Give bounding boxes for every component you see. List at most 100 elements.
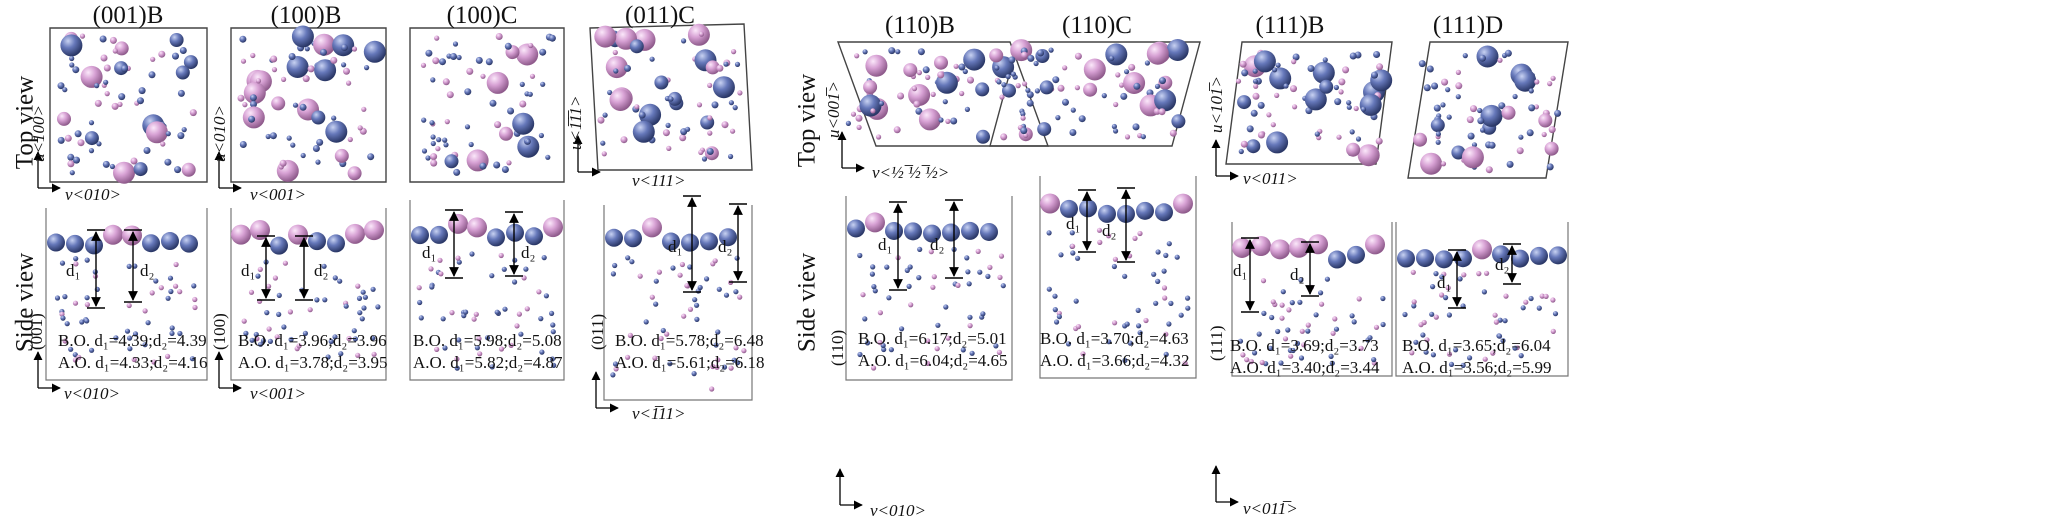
atom xyxy=(1552,311,1559,317)
atom xyxy=(1446,351,1453,357)
side-x-axis-label: v<010> xyxy=(64,384,120,403)
atom xyxy=(925,338,931,344)
atom xyxy=(707,130,713,136)
atom xyxy=(1235,78,1242,84)
atom xyxy=(1418,322,1424,328)
atom xyxy=(84,257,90,263)
atom xyxy=(1133,82,1141,90)
atom xyxy=(250,100,257,108)
atom xyxy=(434,35,440,41)
atom xyxy=(969,350,975,356)
atom xyxy=(1057,84,1065,92)
atom xyxy=(886,295,892,301)
atom xyxy=(343,303,349,309)
atom xyxy=(527,91,533,97)
atom xyxy=(1002,83,1016,98)
atom xyxy=(1251,236,1271,257)
atom xyxy=(47,233,65,252)
atom xyxy=(1261,310,1267,316)
atom xyxy=(330,56,338,64)
panel-title: (001)B xyxy=(92,2,164,29)
ao-values: A.O. d₁=3.78;d₂=3.95 xyxy=(238,353,388,372)
atom xyxy=(692,297,698,303)
atom xyxy=(980,311,986,317)
atom xyxy=(1168,300,1174,306)
atom xyxy=(73,156,80,164)
atom xyxy=(307,307,313,313)
atom xyxy=(543,217,563,238)
atom xyxy=(1355,136,1362,142)
atom xyxy=(332,334,338,340)
atom xyxy=(328,338,334,345)
atom xyxy=(728,365,734,371)
atom xyxy=(1083,58,1106,81)
atom xyxy=(241,318,247,324)
atom xyxy=(962,68,968,75)
atom xyxy=(538,316,544,322)
atom xyxy=(888,347,895,353)
atom xyxy=(174,166,182,174)
atom xyxy=(248,115,256,123)
atom xyxy=(279,159,287,167)
atom xyxy=(691,371,697,377)
atom xyxy=(133,162,148,177)
atom xyxy=(1120,92,1128,100)
atom xyxy=(549,310,555,316)
atom xyxy=(1096,227,1103,233)
atom xyxy=(243,81,266,104)
atom xyxy=(1520,305,1526,311)
atom xyxy=(463,309,469,315)
atom xyxy=(1240,352,1246,358)
atom xyxy=(1351,319,1357,325)
atom xyxy=(1155,249,1161,255)
atom xyxy=(364,220,384,241)
atom xyxy=(1357,144,1380,167)
atom xyxy=(84,295,90,301)
atom xyxy=(471,316,477,322)
atom xyxy=(346,80,352,86)
atom xyxy=(1497,57,1503,63)
atom xyxy=(1034,88,1040,94)
atom xyxy=(1163,252,1169,258)
atom xyxy=(1282,336,1289,342)
atom xyxy=(1266,131,1289,154)
atom xyxy=(1305,322,1311,328)
atom xyxy=(847,219,865,238)
atom xyxy=(1550,75,1556,81)
atom xyxy=(1504,49,1512,57)
atom xyxy=(142,308,148,314)
atom xyxy=(1314,131,1320,137)
atom xyxy=(489,99,497,107)
atom xyxy=(1153,300,1159,306)
atom xyxy=(1270,299,1276,305)
side-view-frame xyxy=(1231,222,1393,377)
atom xyxy=(1169,129,1177,137)
atom xyxy=(1163,351,1169,357)
atom xyxy=(495,33,503,40)
atom xyxy=(255,78,262,84)
bo-values: B.O. d₁=5.98;d₂=5.08 xyxy=(413,331,562,350)
atom xyxy=(975,82,990,97)
atom xyxy=(545,154,551,160)
atom xyxy=(1136,323,1142,329)
atom xyxy=(548,34,556,42)
atom xyxy=(84,131,99,146)
atom xyxy=(1039,80,1054,95)
d1-label: d₁ xyxy=(1233,261,1248,280)
atom xyxy=(1346,104,1352,110)
atom xyxy=(138,87,146,95)
atom xyxy=(315,159,321,165)
atom xyxy=(612,262,618,269)
atom xyxy=(1512,93,1518,100)
atom xyxy=(541,255,547,261)
atom xyxy=(524,306,530,312)
atom xyxy=(945,335,951,341)
atom xyxy=(728,100,735,106)
atom xyxy=(1544,141,1559,156)
atom xyxy=(963,48,986,71)
atom xyxy=(57,136,65,144)
atom xyxy=(704,276,710,282)
top-view-frame xyxy=(589,23,753,171)
atom xyxy=(130,157,138,165)
atom xyxy=(877,310,884,316)
